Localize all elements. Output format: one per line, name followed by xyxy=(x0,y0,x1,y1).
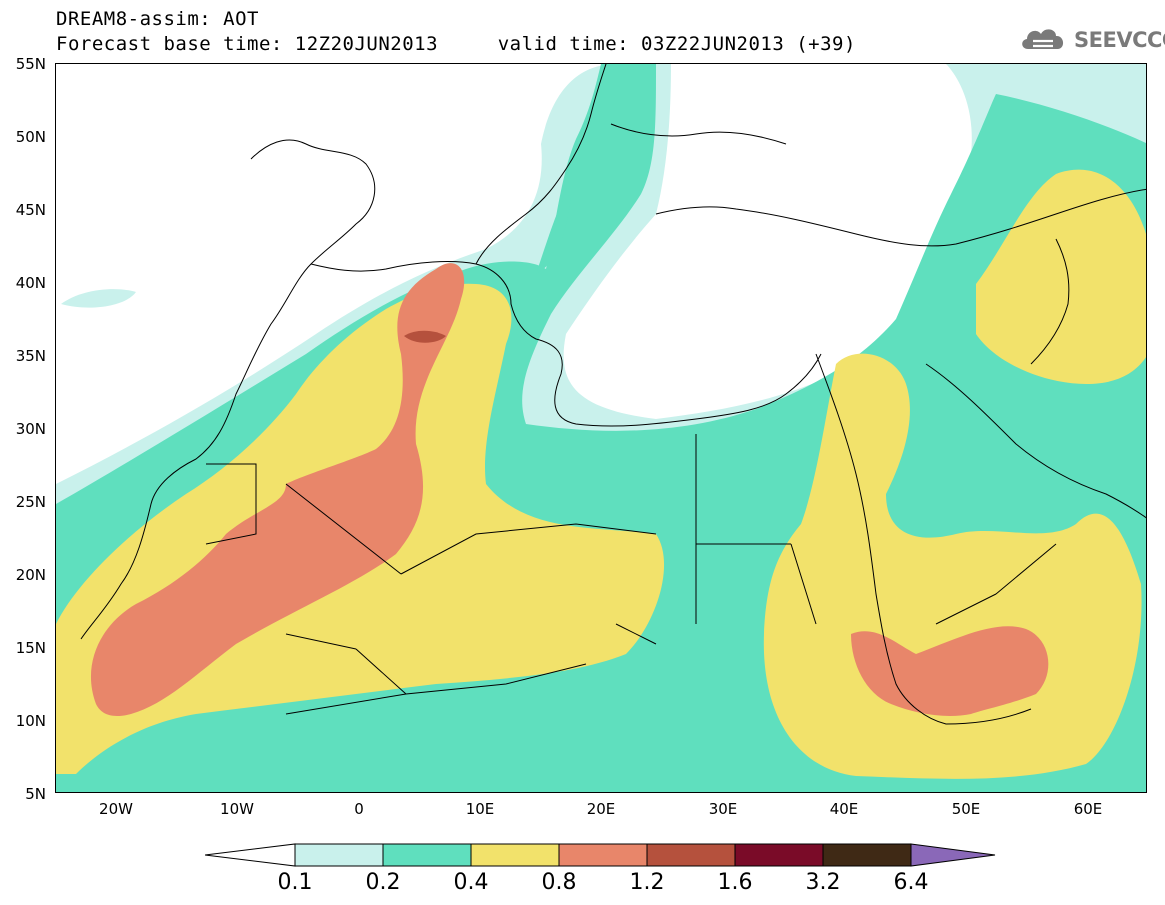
lat-tick-label: 15N xyxy=(15,639,46,657)
lat-tick-label: 35N xyxy=(15,347,46,365)
lat-tick-label: 40N xyxy=(15,274,46,292)
lon-tick-label: 50E xyxy=(951,800,981,818)
lon-tick-label: 20W xyxy=(99,800,133,818)
colorbar-max-arrow xyxy=(910,843,996,867)
lat-tick-label: 25N xyxy=(15,493,46,511)
colorbar-swatch-3.2 xyxy=(822,843,912,867)
colorbar-label: 0.4 xyxy=(453,870,489,895)
lat-tick-label: 50N xyxy=(15,128,46,146)
logo-text: SEEVCCC xyxy=(1074,28,1165,52)
colorbar-swatch-1.2 xyxy=(646,843,736,867)
lon-tick-label: 30E xyxy=(708,800,738,818)
title-line-1: DREAM8-assim: AOT xyxy=(56,8,259,30)
aot-contour-field xyxy=(56,64,1146,792)
lon-tick-label: 20E xyxy=(586,800,616,818)
colorbar-label: 6.4 xyxy=(893,870,929,895)
aot-map[interactable] xyxy=(55,63,1147,793)
colorbar-swatch-0.8 xyxy=(558,843,648,867)
colorbar-swatch-0.2 xyxy=(382,843,472,867)
lon-tick-label: 0 xyxy=(354,800,364,818)
colorbar-label: 1.6 xyxy=(717,870,753,895)
lat-tick-label: 10N xyxy=(15,712,46,730)
colorbar-label: 0.1 xyxy=(277,870,313,895)
lat-tick-label: 30N xyxy=(15,420,46,438)
lat-tick-label: 55N xyxy=(15,55,46,73)
colorbar-label: 0.2 xyxy=(365,870,401,895)
lat-tick-label: 45N xyxy=(15,201,46,219)
colorbar-swatch-1.6 xyxy=(734,843,824,867)
title-line-2: Forecast base time: 12Z20JUN2013 valid t… xyxy=(56,33,856,55)
aot-colorbar xyxy=(205,843,996,867)
colorbar-min-arrow xyxy=(205,843,296,867)
lon-tick-label: 10E xyxy=(465,800,495,818)
coastlines xyxy=(80,64,1146,725)
lon-tick-label: 60E xyxy=(1073,800,1103,818)
lon-tick-label: 10W xyxy=(220,800,254,818)
colorbar-swatch-0.1 xyxy=(294,843,384,867)
lat-tick-label: 20N xyxy=(15,566,46,584)
seevccc-logo: SEEVCCC xyxy=(1018,22,1165,58)
lon-tick-label: 40E xyxy=(829,800,859,818)
aot-band-0.8 xyxy=(90,263,1049,716)
lat-tick-label: 5N xyxy=(25,785,46,803)
cloud-icon xyxy=(1018,22,1070,58)
colorbar-label: 1.2 xyxy=(629,870,665,895)
colorbar-swatch-0.4 xyxy=(470,843,560,867)
colorbar-label: 0.8 xyxy=(541,870,577,895)
aot-band-1.2 xyxy=(404,330,446,343)
colorbar-label: 3.2 xyxy=(805,870,841,895)
